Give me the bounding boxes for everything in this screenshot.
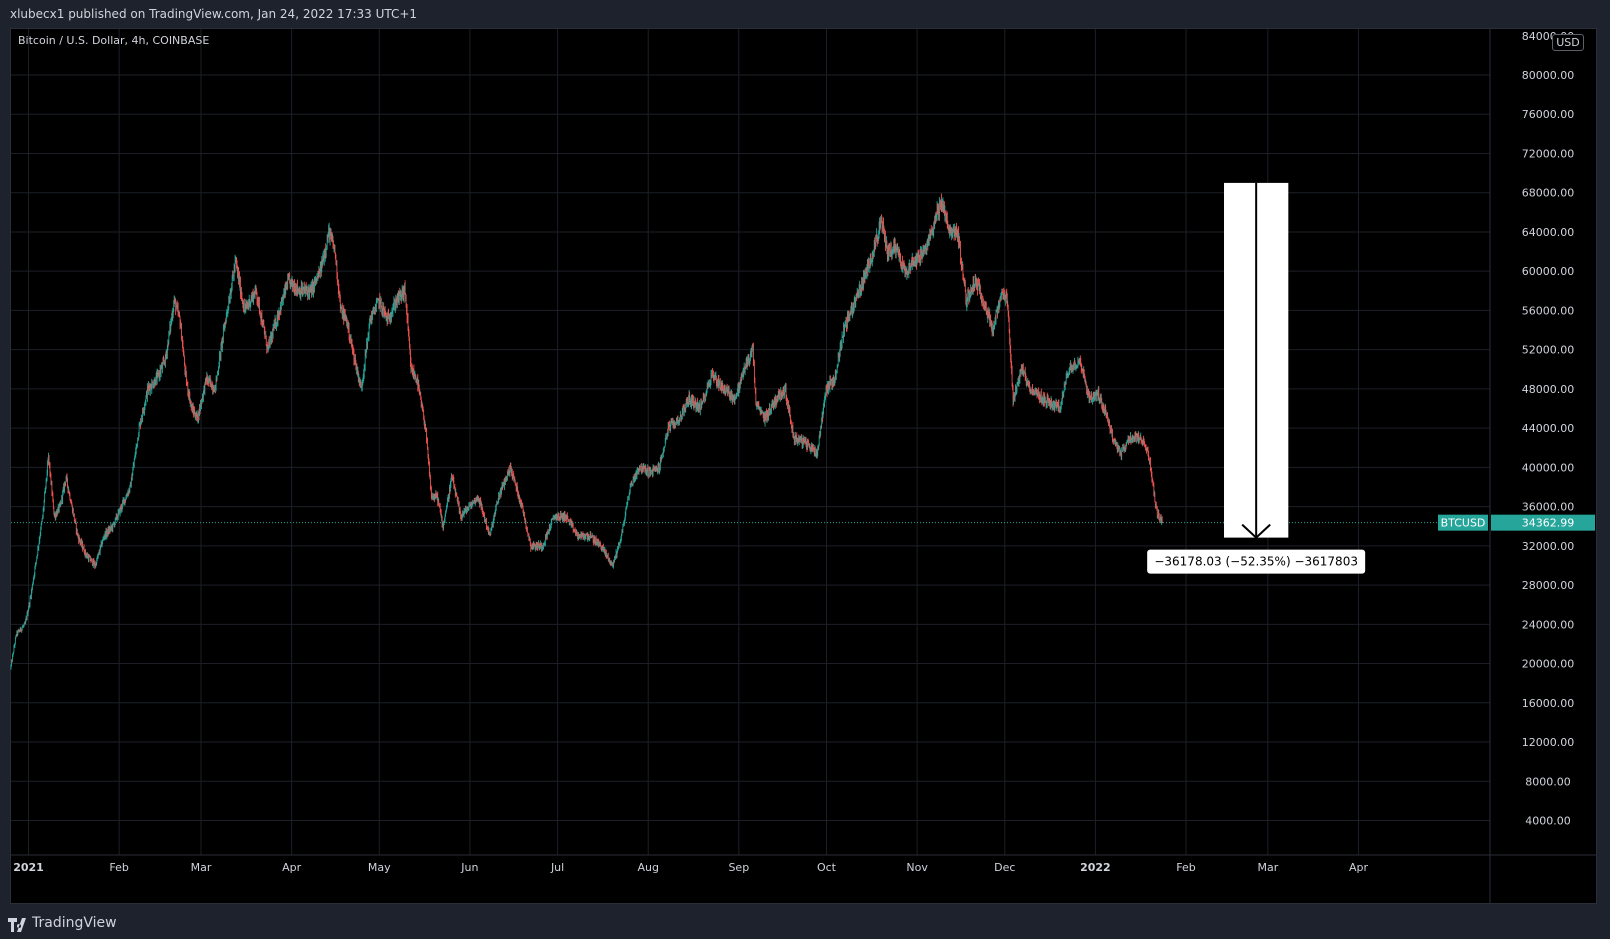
price-range-tool: −36178.03 (−52.35%) −3617803	[1147, 182, 1366, 574]
last-price-symbol-badge	[1438, 514, 1488, 531]
price-tick-label: 80000.00	[1522, 69, 1575, 82]
last-price-value: 34362.99	[1522, 517, 1575, 530]
time-tick-label: Dec	[994, 861, 1015, 874]
price-tick-label: 56000.00	[1522, 304, 1575, 317]
time-tick-label: Aug	[637, 861, 658, 874]
time-tick-label: Mar	[1257, 861, 1278, 874]
price-tick-label: 40000.00	[1522, 461, 1575, 474]
price-tick-label: 32000.00	[1522, 540, 1575, 553]
price-tick-label: 8000.00	[1525, 775, 1571, 788]
time-tick-label: May	[368, 861, 391, 874]
price-tick-label: 76000.00	[1522, 108, 1575, 121]
price-tick-label: 68000.00	[1522, 187, 1575, 200]
price-tick-label: 44000.00	[1522, 422, 1575, 435]
price-tick-label: 4000.00	[1525, 815, 1571, 828]
tradingview-logo-icon[interactable]	[8, 910, 30, 936]
price-range-arrowhead-icon	[1241, 523, 1271, 539]
time-tick-label: Nov	[906, 861, 928, 874]
price-tick-label: 24000.00	[1522, 618, 1575, 631]
footer-bar: TradingView	[0, 910, 300, 936]
time-tick-label: Feb	[1176, 861, 1195, 874]
price-tick-label: 48000.00	[1522, 383, 1575, 396]
price-tick-label: 52000.00	[1522, 344, 1575, 357]
symbol-title[interactable]: Bitcoin / U.S. Dollar, 4h, COINBASE	[18, 34, 210, 47]
price-tick-label: 28000.00	[1522, 579, 1575, 592]
tradingview-logo-glyph	[8, 918, 26, 932]
price-tick-label: 16000.00	[1522, 697, 1575, 710]
price-tick-label: 20000.00	[1522, 658, 1575, 671]
price-tick-label: 72000.00	[1522, 147, 1575, 160]
time-tick-label: Jun	[460, 861, 478, 874]
publisher-bar: xlubecx1 published on TradingView.com, J…	[0, 0, 1610, 28]
time-axis: 2021 Feb Mar Apr May Jun Jul Aug Sep Oct Nov Dec 202…	[11, 854, 1596, 874]
price-tick-label: 12000.00	[1522, 736, 1575, 749]
price-range-label-box	[1147, 549, 1366, 574]
price-tick-label: 60000.00	[1522, 265, 1575, 278]
time-tick-label: Jul	[550, 861, 564, 874]
chart-panel[interactable]	[10, 28, 1597, 904]
time-tick-label: Apr	[282, 861, 302, 874]
time-tick-label: 2021	[13, 861, 44, 874]
time-tick-label: Apr	[1349, 861, 1369, 874]
price-tick-label: 36000.00	[1522, 501, 1575, 514]
time-tick-label: Feb	[109, 861, 128, 874]
last-price-value-badge	[1491, 514, 1595, 531]
price-range-label: −36178.03 (−52.35%) −3617803	[1154, 555, 1358, 569]
price-tick-label: 64000.00	[1522, 226, 1575, 239]
publisher-text: xlubecx1 published on TradingView.com, J…	[10, 7, 418, 21]
candles	[10, 193, 1490, 670]
time-tick-label: Oct	[817, 861, 837, 874]
currency-button[interactable]: USD	[1552, 34, 1584, 51]
time-tick-label: Mar	[191, 861, 212, 874]
price-axis: 4000.00 8000.00 12000.00 16000.00 20000.00 24…	[1438, 29, 1595, 903]
tradingview-brand[interactable]: TradingView	[32, 915, 117, 931]
last-price-symbol: BTCUSD	[1441, 517, 1486, 530]
time-tick-label: 2022	[1080, 861, 1111, 874]
time-tick-label: Sep	[728, 861, 749, 874]
